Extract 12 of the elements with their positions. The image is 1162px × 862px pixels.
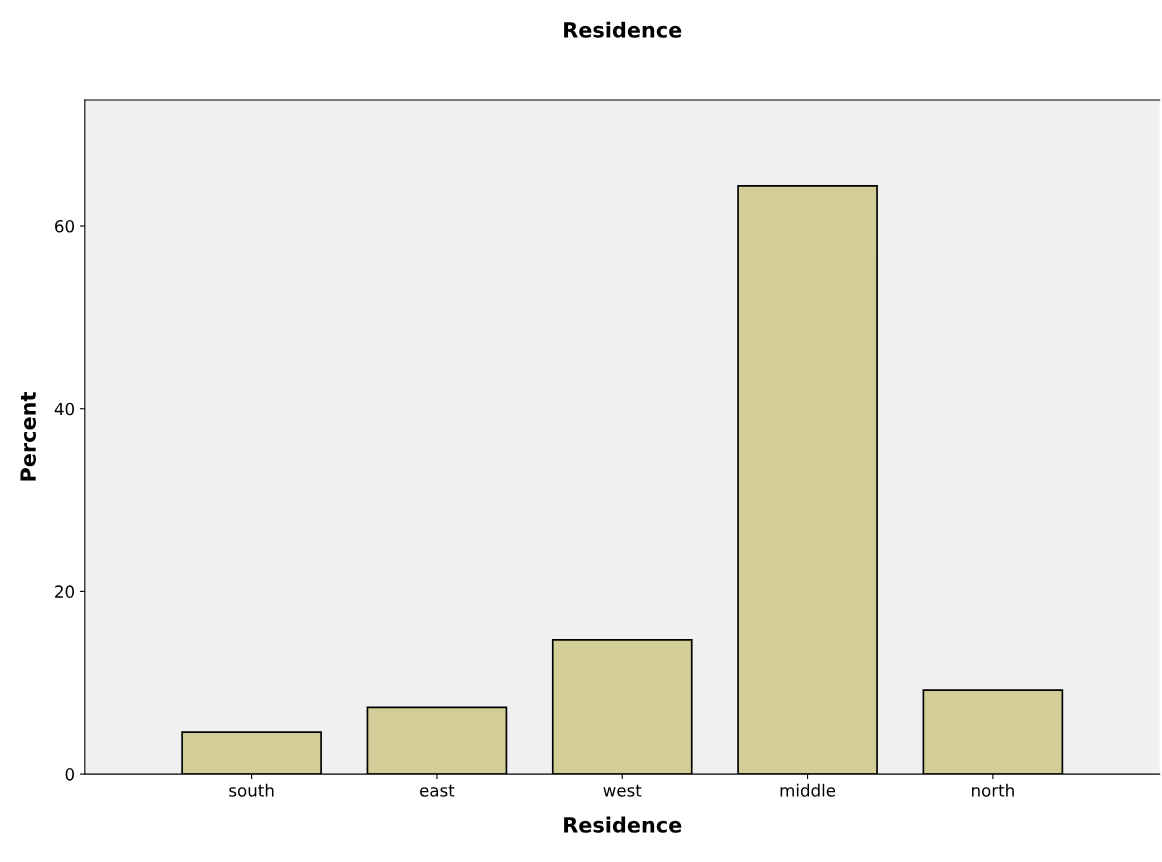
y-tick-label: 0	[65, 768, 74, 781]
y-axis-title: Percent	[20, 392, 36, 481]
x-tick-label: middle	[780, 783, 836, 797]
chart-title: Residence	[564, 21, 682, 38]
y-tick-label: 20	[55, 585, 74, 598]
x-axis-title: Residence	[564, 816, 682, 833]
y-tick-label: 60	[55, 220, 74, 233]
y-tick-label: 40	[54, 402, 74, 416]
x-tick-label: north	[972, 783, 1014, 797]
x-tick-label: west	[603, 784, 642, 797]
x-tick-label: east	[420, 784, 455, 797]
x-tick-label: south	[229, 783, 274, 797]
